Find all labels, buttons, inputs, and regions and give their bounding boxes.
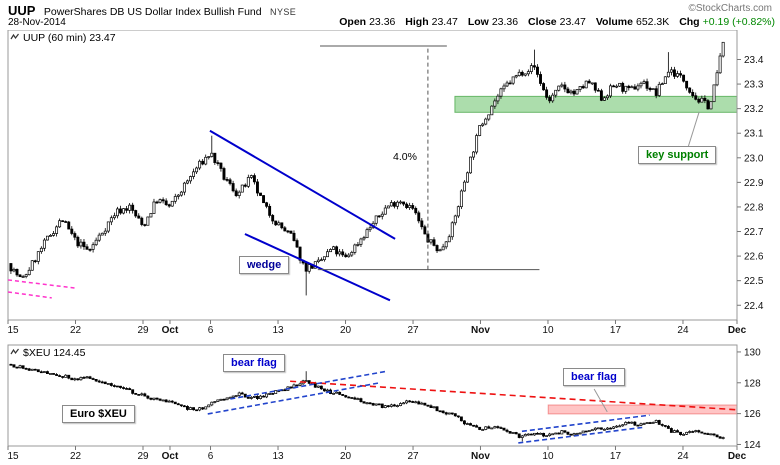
y-tick-label: 128 [744,378,761,389]
annotation-line [209,129,396,240]
x-tick-label: 22 [70,325,82,336]
lower-panel: 130 128 126 124 15 22 29 Oct 6 13 20 27 Nov 10 17 24 Dec [7,344,761,462]
title-row: UUP PowerShares DB US Dollar Index Bulli… [8,2,296,20]
x-tick-label: Oct [162,451,179,462]
y-tick-label: 126 [744,409,761,420]
y-tick-label: 124 [744,440,761,451]
x-tick-label: 27 [407,325,419,336]
annotation-line [290,380,738,411]
annotation-line [687,111,700,148]
chart-date: 28-Nov-2014 [8,17,66,28]
open-value: 23.36 [369,16,396,28]
lower-panel-title-text: $XEU 124.45 [23,347,86,359]
y-tick-label: 23.4 [744,55,764,66]
open-label: Open [339,16,367,28]
fund-name: PowerShares DB US Dollar Index Bullish F… [43,6,262,18]
x-tick-label: 6 [208,325,214,336]
x-tick-label: 17 [610,451,622,462]
key-support-annotation-label: key support [638,146,717,164]
y-tick-label: 22.5 [744,276,764,287]
high-label: High [405,16,429,28]
wedge-annotation-label: wedge [239,256,290,274]
x-tick-label: Nov [471,451,490,462]
high-value: 23.47 [431,16,458,28]
x-tick-label: Oct [162,325,179,336]
y-tick-label: 22.6 [744,252,764,263]
quote-strip: Open 23.36 High 23.47 Low 23.36 Close 23.47 … [332,16,775,28]
y-tick-label: 22.8 [744,202,764,213]
x-tick-label: 13 [272,451,284,462]
y-tick-label: 22.7 [744,227,764,238]
x-tick-label: 13 [272,325,284,336]
annotation-line [518,426,643,444]
x-tick-label: 10 [542,325,554,336]
annotation-line [7,291,52,299]
measure-percent-label: 4.0% [393,151,417,163]
annotation-line [593,388,608,413]
annotation-line [230,370,388,400]
y-tick-label: 23.3 [744,80,764,91]
x-tick-label: 22 [70,451,82,462]
panel-border [7,29,738,321]
x-tick-label: 24 [677,325,689,336]
annotation-line [244,233,391,302]
x-tick-label: 29 [137,325,149,336]
x-tick-label: 15 [7,325,19,336]
candles [9,41,725,296]
x-tick-label: 27 [407,451,419,462]
euro-symbol-label: Euro $XEU [62,405,135,423]
y-tick-label: 130 [744,347,761,358]
highlight-zone [547,404,738,415]
main-panel-title: UUP (60 min) 23.47 [10,32,116,45]
annotation-line [7,279,76,289]
low-label: Low [467,16,489,28]
ticker-symbol: UUP [8,3,36,18]
x-tick-label: Dec [728,325,747,336]
x-tick-label: 10 [542,451,554,462]
close-label: Close [528,16,557,28]
close-value: 23.47 [559,16,586,28]
y-tick-label: 22.9 [744,178,764,189]
annotation-line [521,414,650,433]
bear-flag-2-annotation-label: bear flag [563,368,625,386]
x-tick-label: 24 [677,451,689,462]
x-tick-label: Dec [728,451,747,462]
chg-value: +0.19 (+0.82%) [702,16,775,28]
volume-label: Volume [595,16,633,28]
low-value: 23.36 [491,16,519,28]
chart-header: UUP PowerShares DB US Dollar Index Bulli… [0,0,780,30]
x-tick-label: Nov [471,325,490,336]
main-panel-title-text: UUP (60 min) 23.47 [23,32,116,44]
lower-panel-title: $XEU 124.45 [10,347,85,360]
x-tick-label: 20 [340,325,352,336]
volume-value: 652.3K [635,16,670,28]
x-tick-label: 20 [340,451,352,462]
y-tick-label: 23.0 [744,153,764,164]
x-tick-label: 17 [610,325,622,336]
chart-type-icon [10,347,20,360]
chg-label: Chg [679,16,700,28]
stockcharts-credit: ©StockCharts.com [688,3,772,14]
y-tick-label: 23.1 [744,129,764,140]
candles [9,363,725,442]
x-tick-label: 29 [137,451,149,462]
chart-type-icon [10,32,20,45]
x-tick-label: 15 [7,451,19,462]
main-panel: 23.4 23.3 23.2 23.1 23.0 22.9 22.8 22.7 22.6 22.5… [7,29,764,336]
x-tick-label: 6 [208,451,214,462]
y-tick-label: 22.4 [744,301,764,312]
exchange-label: NYSE [270,7,297,17]
panel-border [7,344,738,447]
bear-flag-1-annotation-label: bear flag [223,354,285,372]
annotation-line [207,381,380,415]
y-tick-label: 23.2 [744,104,764,115]
